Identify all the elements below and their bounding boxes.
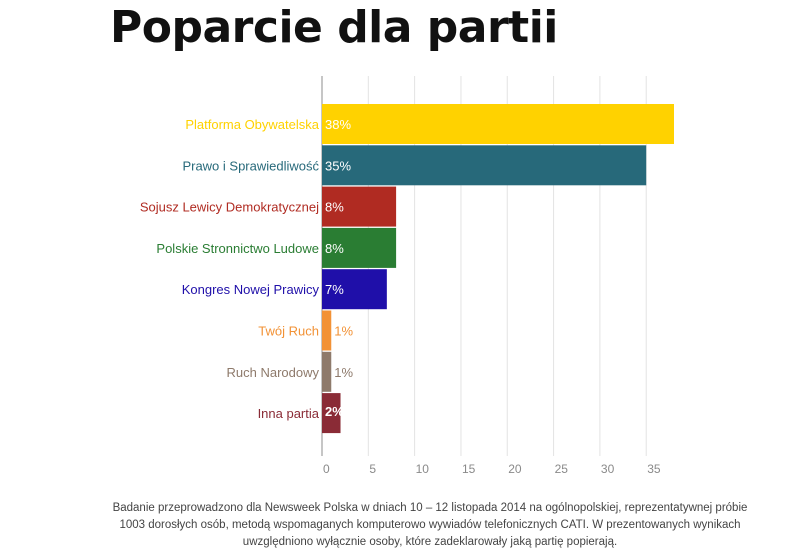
x-tick-label: 5 <box>369 462 376 476</box>
x-tick-labels: 0 5 10 15 20 25 30 35 <box>323 462 661 476</box>
bar <box>322 351 332 392</box>
x-tick-label: 10 <box>416 462 430 476</box>
bars: Platforma Obywatelska 38% Prawo i Sprawied… <box>140 104 674 434</box>
bar <box>322 227 397 268</box>
x-tick-label: 20 <box>508 462 522 476</box>
value-label: 8% <box>325 200 344 215</box>
value-label: 7% <box>325 282 344 297</box>
category-label: Kongres Nowej Prawicy <box>182 282 320 297</box>
value-label: 35% <box>325 158 351 173</box>
category-label: Ruch Narodowy <box>227 365 320 380</box>
value-label: 1% <box>334 365 353 380</box>
x-tick-label: 15 <box>462 462 476 476</box>
bar <box>322 269 387 310</box>
survey-note: Badanie przeprowadzono dla Newsweek Pols… <box>112 502 748 548</box>
value-label: 1% <box>334 324 353 339</box>
category-label: Platforma Obywatelska <box>185 117 319 132</box>
category-label: Inna partia <box>258 406 320 421</box>
value-label: 8% <box>325 241 344 256</box>
category-label: Prawo i Sprawiedliwość <box>182 158 319 173</box>
category-label: Sojusz Lewicy Demokratycznej <box>140 200 319 215</box>
x-tick-label: 30 <box>601 462 615 476</box>
bar <box>322 104 674 144</box>
x-tick-label: 35 <box>647 462 661 476</box>
category-label: Polskie Stronnictwo Ludowe <box>156 241 319 256</box>
bar-chart: Platforma Obywatelska 38% Prawo i Sprawied… <box>140 76 674 476</box>
chart-title: Poparcie dla partii <box>110 2 558 53</box>
category-label: Twój Ruch <box>258 324 319 339</box>
bar <box>322 310 332 351</box>
bar <box>322 393 341 434</box>
value-label: 38% <box>325 117 351 132</box>
x-tick-label: 25 <box>555 462 569 476</box>
bar <box>322 186 397 227</box>
bar <box>322 145 647 186</box>
value-label: 2% <box>325 404 344 419</box>
x-tick-label: 0 <box>323 462 330 476</box>
